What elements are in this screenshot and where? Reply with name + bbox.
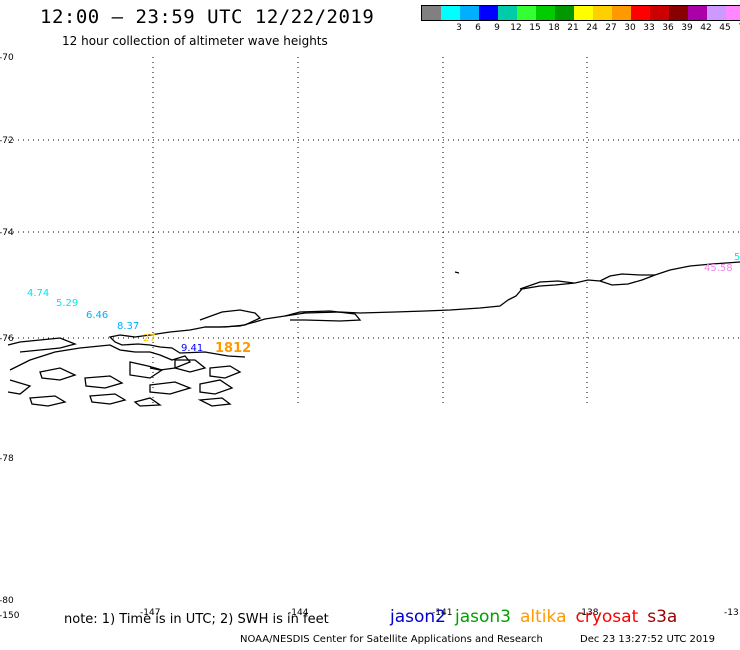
satellite-name: jason3 — [455, 607, 511, 627]
color-legend: 36912151821242730333639424570(ft) — [421, 5, 740, 35]
legend-swatch — [612, 6, 631, 20]
footer-note: note: 1) Time is in UTC; 2) SWH is in fe… — [64, 612, 329, 627]
coastline-lobe-i — [89, 393, 127, 405]
coastline-main — [108, 261, 740, 358]
wave-height-readings: 4.74 5.29 6.46 8.37 27 9.41 1812 545.58 — [27, 252, 740, 356]
coastline-shelf — [599, 273, 655, 282]
legend-swatch — [669, 6, 688, 20]
legend-swatch — [517, 6, 536, 20]
legend-swatch — [479, 6, 498, 20]
coastline-lobe-b — [174, 359, 207, 373]
longitude-label: -147 — [140, 608, 160, 618]
legend-label: 45 — [719, 23, 731, 33]
map-subtitle: 12 hour collection of altimeter wave hei… — [62, 34, 328, 48]
coastline-inlet — [199, 309, 262, 328]
satellite-legend: jason2 jason3 altika cryosat s3a — [390, 607, 686, 627]
coastline-lobe-j — [29, 395, 67, 407]
legend-label: 24 — [586, 23, 598, 33]
legend-labels: 36912151821242730333639424570(ft) — [421, 21, 740, 35]
legend-label: 70 — [738, 23, 740, 33]
graticule — [8, 57, 740, 406]
satellite-name: altika — [520, 607, 567, 627]
legend-swatch — [593, 6, 612, 20]
legend-label: 18 — [548, 23, 560, 33]
legend-label: 6 — [475, 23, 481, 33]
wave-height-label: 45.58 — [704, 263, 733, 274]
legend-swatch — [536, 6, 555, 20]
legend-swatch — [631, 6, 650, 20]
wave-height-label: 4.74 — [27, 288, 49, 299]
coastline-bay — [519, 280, 575, 290]
longitude-label: -138 — [578, 608, 599, 618]
legend-swatch — [498, 6, 517, 20]
coastline-lobe-g — [199, 379, 234, 395]
latitude-label: -80 — [0, 596, 14, 606]
legend-label: 42 — [700, 23, 712, 33]
legend-label: 9 — [494, 23, 500, 33]
coastline-lobe-l — [133, 397, 162, 407]
wave-height-label: 5.29 — [56, 298, 78, 309]
legend-label: 30 — [624, 23, 636, 33]
map-title: 12:00 – 23:59 UTC 12/22/2019 — [40, 6, 375, 28]
legend-swatch — [707, 6, 726, 20]
legend-label: 12 — [510, 23, 522, 33]
legend-swatch — [422, 6, 441, 20]
longitude-label: -141 — [432, 608, 452, 618]
coastline-inlet-b — [284, 310, 362, 322]
satellite-name: jason2 — [390, 607, 446, 627]
longitude-labels: -150 -147 -144 -141 -138 -13 — [0, 608, 739, 621]
latitude-label: -72 — [0, 136, 14, 146]
coastline-lobe-h — [7, 379, 32, 395]
legend-swatch — [555, 6, 574, 20]
legend-label: 36 — [662, 23, 674, 33]
legend-label: 21 — [567, 23, 579, 33]
coastline — [7, 261, 740, 407]
coastline-west — [7, 337, 78, 353]
longitude-label: -144 — [288, 608, 309, 618]
legend-label: 33 — [643, 23, 655, 33]
coastline-lobe-e — [84, 375, 124, 389]
satellite-name: cryosat — [575, 607, 639, 627]
longitude-label: -13 — [724, 608, 739, 618]
coastline-lobe-k — [197, 397, 232, 407]
wave-height-label: 27 — [143, 333, 156, 344]
latitude-label: -78 — [0, 454, 14, 464]
legend-label: 39 — [681, 23, 693, 33]
generated-timestamp: Dec 23 13:27:52 UTC 2019 — [580, 634, 715, 645]
wave-height-label: 6.46 — [86, 310, 108, 321]
legend-label: 15 — [529, 23, 541, 33]
legend-swatch — [574, 6, 593, 20]
legend-swatches — [421, 5, 740, 21]
latitude-label: -74 — [0, 228, 14, 238]
legend-swatch — [726, 6, 740, 20]
coastline-shore — [9, 344, 192, 371]
coastline-lobe-d — [39, 367, 77, 381]
legend-swatch — [441, 6, 460, 20]
legend-swatch — [650, 6, 669, 20]
longitude-label: -150 — [0, 611, 20, 621]
wave-height-label: 8.37 — [117, 321, 139, 332]
satellite-name: s3a — [647, 607, 678, 627]
coastline-lobe-c — [209, 365, 242, 379]
latitude-label: -70 — [0, 53, 14, 63]
coastline-lobe-a — [129, 361, 164, 379]
legend-label: 27 — [605, 23, 617, 33]
legend-swatch — [688, 6, 707, 20]
island-dot — [454, 271, 460, 274]
latitude-labels: -70 -72 -74 -76 -78 -80 — [0, 53, 14, 606]
wave-height-label: 1812 — [215, 341, 251, 356]
wave-height-label: 5 — [734, 252, 740, 263]
legend-swatch — [460, 6, 479, 20]
credit-line: NOAA/NESDIS Center for Satellite Applica… — [240, 634, 543, 645]
wave-height-label: 9.41 — [181, 343, 203, 354]
legend-label: 3 — [456, 23, 462, 33]
coastline-lobe-f — [149, 381, 192, 395]
latitude-label: -76 — [0, 334, 14, 344]
